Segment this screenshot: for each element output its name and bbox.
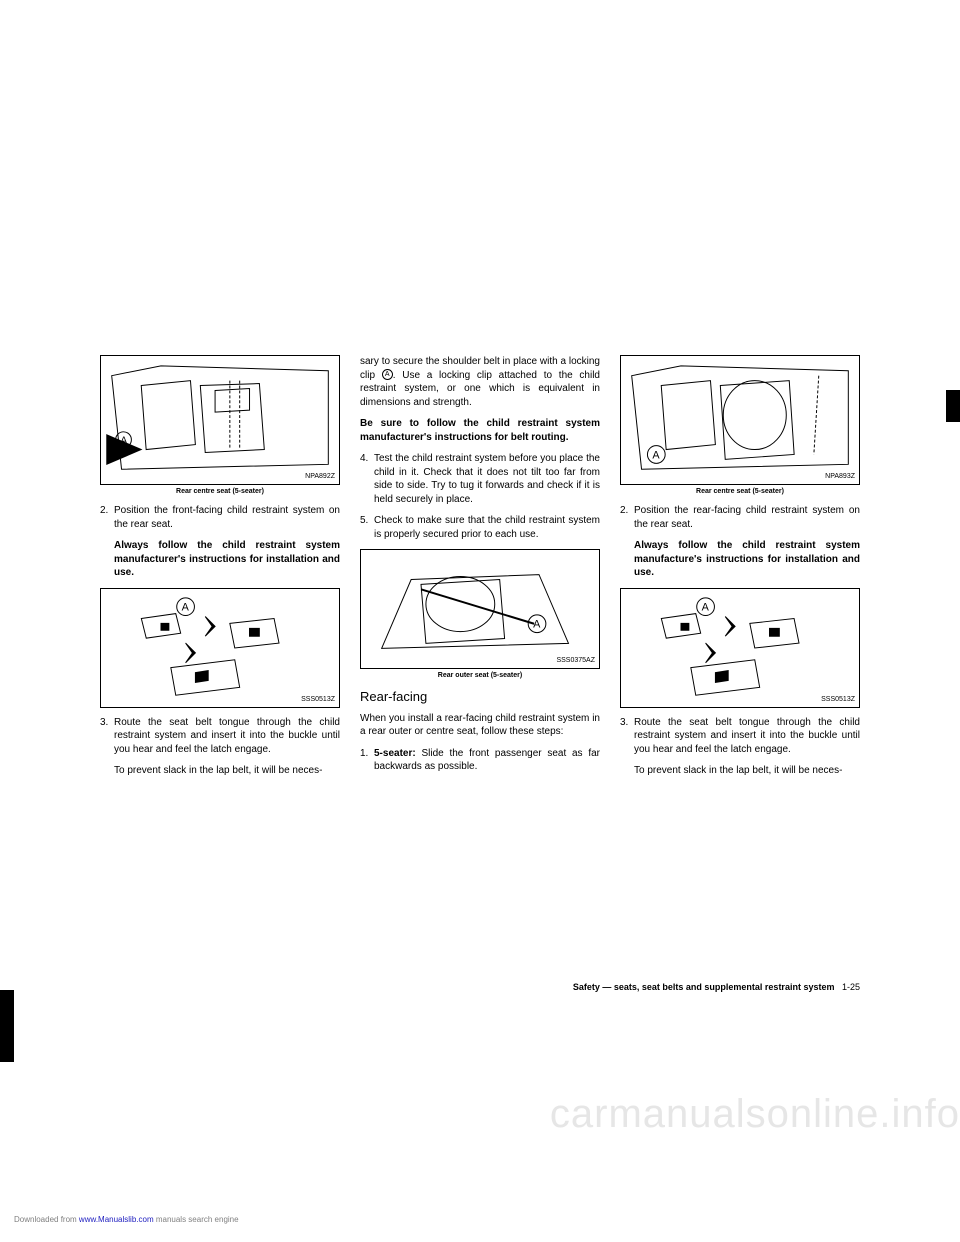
step-text: Position the front-facing child restrain… (114, 504, 340, 531)
step-number: 3. (100, 716, 114, 757)
step-2-bold: Always follow the child restraint system… (634, 539, 860, 580)
step-text: Check to make sure that the child restra… (374, 514, 600, 541)
step-3-cont: To prevent slack in the lap belt, it wil… (114, 764, 340, 778)
heading-rear-facing: Rear-facing (360, 688, 600, 706)
figure-belt-tongue-left: A SSS0513Z (100, 588, 340, 708)
svg-text:A: A (702, 602, 710, 614)
step-1: 1. 5-seater: Slide the front passenger s… (360, 747, 600, 774)
step-number: 2. (100, 504, 114, 531)
download-prefix: Downloaded from (14, 1215, 79, 1224)
watermark: carmanualsonline.info (550, 1092, 960, 1137)
rear-facing-intro: When you install a rear-facing child res… (360, 712, 600, 739)
step-2: 2. Position the front-facing child restr… (100, 504, 340, 531)
step-number: 5. (360, 514, 374, 541)
step-number: 4. (360, 452, 374, 506)
step-number: 3. (620, 716, 634, 757)
figure-id: SSS0375AZ (556, 656, 595, 665)
download-suffix: manuals search engine (154, 1215, 239, 1224)
page-footer: Safety — seats, seat belts and supplemen… (573, 982, 860, 992)
step-text: Test the child restraint system before y… (374, 452, 600, 506)
svg-text:A: A (182, 602, 190, 614)
step-text: Position the rear-facing child restraint… (634, 504, 860, 531)
figure-id: NPA892Z (305, 472, 335, 481)
column-left: A NPA892Z Rear centre seat (5-seater) 2.… (100, 355, 340, 786)
section-title: Safety — seats, seat belts and supplemen… (573, 982, 835, 992)
page-body: A NPA892Z Rear centre seat (5-seater) 2.… (100, 355, 860, 786)
step-4: 4. Test the child restraint system befor… (360, 452, 600, 506)
page-number: 1-25 (842, 982, 860, 992)
step-number: 2. (620, 504, 634, 531)
step-3-cont: To prevent slack in the lap belt, it wil… (634, 764, 860, 778)
step-text: Route the seat belt tongue through the c… (634, 716, 860, 757)
step-3: 3. Route the seat belt tongue through th… (620, 716, 860, 757)
figure-id: SSS0513Z (821, 695, 855, 704)
cont-b: . Use a locking clip attached to the chi… (360, 370, 600, 408)
figure-caption: Rear centre seat (5-seater) (620, 487, 860, 496)
svg-text:A: A (533, 619, 541, 631)
download-link[interactable]: www.Manualslib.com (79, 1215, 154, 1224)
figure-caption: Rear centre seat (5-seater) (100, 487, 340, 496)
step-3: 3. Route the seat belt tongue through th… (100, 716, 340, 757)
figure-caption: Rear outer seat (5-seater) (360, 671, 600, 680)
step-text: Route the seat belt tongue through the c… (114, 716, 340, 757)
step-5: 5. Check to make sure that the child res… (360, 514, 600, 541)
figure-rear-centre-front-facing: A NPA892Z (100, 355, 340, 485)
column-right: A NPA893Z Rear centre seat (5-seater) 2.… (620, 355, 860, 786)
circle-a-icon: A (382, 369, 393, 380)
download-footer: Downloaded from www.Manualslib.com manua… (14, 1215, 239, 1224)
column-middle: sary to secure the shoulder belt in plac… (360, 355, 600, 786)
step-2-bold: Always follow the child restraint system… (114, 539, 340, 580)
bold-instruction: Be sure to follow the child restraint sy… (360, 417, 600, 444)
step-2: 2. Position the rear-facing child restra… (620, 504, 860, 531)
figure-belt-tongue-right: A SSS0513Z (620, 588, 860, 708)
step-number: 1. (360, 747, 374, 774)
edge-tab-left (0, 990, 14, 1062)
figure-id: SSS0513Z (301, 695, 335, 704)
edge-tab-right (946, 390, 960, 422)
step-text: 5-seater: Slide the front passenger seat… (374, 747, 600, 774)
figure-id: NPA893Z (825, 472, 855, 481)
figure-rear-centre-rear-facing: A NPA893Z (620, 355, 860, 485)
continuation-text: sary to secure the shoulder belt in plac… (360, 355, 600, 409)
figure-rear-outer-seat: A SSS0375AZ (360, 549, 600, 669)
svg-text:A: A (652, 449, 660, 461)
svg-text:A: A (121, 436, 128, 447)
step-1-bold: 5-seater: (374, 748, 416, 759)
